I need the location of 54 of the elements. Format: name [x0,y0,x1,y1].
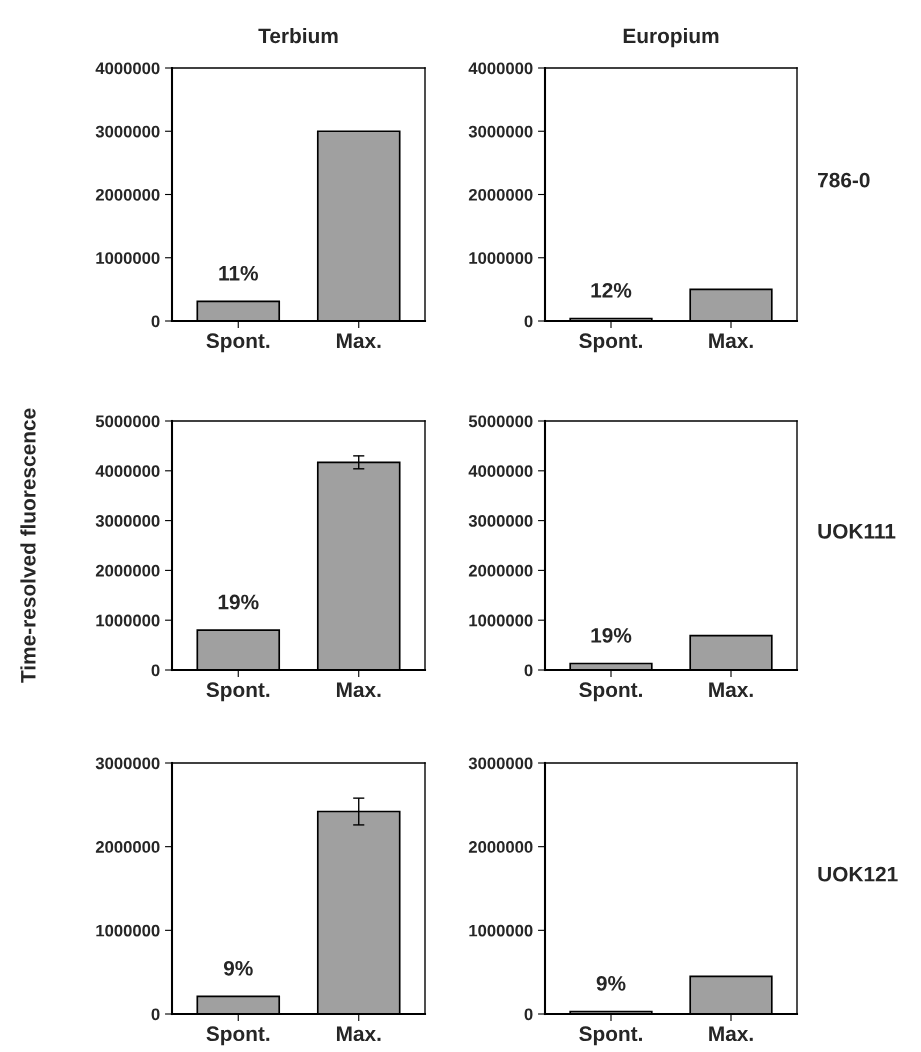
y-tick-label: 2000000 [95,188,160,201]
y-tick-label: 0 [151,1008,160,1021]
y-tick-label: 4000000 [95,465,160,477]
y-tick-label: 5000000 [468,415,533,428]
y-tick-label: 5000000 [95,415,160,428]
y-tick-label: 3000000 [468,125,533,138]
y-tick-label: 2000000 [95,564,160,577]
annotation: 19% [218,594,259,610]
y-axis-title: Time-resolved fluorescence [20,408,36,683]
y-tick-label: 1000000 [96,614,160,627]
y-tick-label: 2000000 [468,841,533,853]
chart-title: Europium [623,27,719,48]
y-tick-label: 3000000 [95,125,160,138]
y-tick-label: 1000000 [96,252,160,264]
y-tick-label: 4000000 [468,465,533,477]
y-tick-label: 3000000 [95,757,160,770]
x-tick-label: Max. [709,333,753,349]
y-tick-label: 3000000 [468,757,533,770]
y-tick-label: 0 [524,1008,533,1021]
y-tick-label: 0 [524,315,533,328]
x-tick-label: Spont. [579,333,642,353]
text: UOK111 [818,523,896,539]
annotation: 9% [596,975,626,991]
y-tick-label: 1000000 [96,924,160,937]
y-tick-label: 2000000 [468,188,533,201]
x-tick-label: Max. [336,682,381,698]
y-tick-label: 3000000 [468,515,533,527]
x-tick-label: Spont. [579,682,642,702]
text: UOK121 [818,866,898,882]
x-tick-label: Max. [709,1026,753,1042]
y-tick-label: 0 [151,664,160,677]
x-tick-label: Max. [709,682,753,698]
x-tick-label: Spont. [206,1026,270,1046]
y-tick-label: 2000000 [95,841,160,853]
annotation: 9% [223,960,253,976]
text: 786-0 [818,172,870,188]
x-tick-label: Spont. [579,1026,642,1046]
x-tick-label: Spont. [206,682,270,702]
chart-title: Terbium [258,27,338,44]
y-tick-label: 1000000 [469,924,533,937]
annotation: 19% [591,627,632,643]
y-tick-label: 1000000 [469,614,533,627]
y-tick-label: 1000000 [469,252,533,264]
y-tick-label: 3000000 [95,515,160,527]
y-tick-label: 0 [524,664,533,677]
x-tick-label: Spont. [206,333,270,353]
annotation: 12% [591,282,632,298]
x-tick-label: Max. [336,333,381,349]
annotation: 11% [219,265,258,281]
y-tick-label: 4000000 [468,62,533,75]
y-tick-label: 0 [151,315,160,328]
y-tick-label: 2000000 [468,564,533,577]
x-tick-label: Max. [336,1026,381,1042]
y-tick-label: 4000000 [95,62,160,75]
